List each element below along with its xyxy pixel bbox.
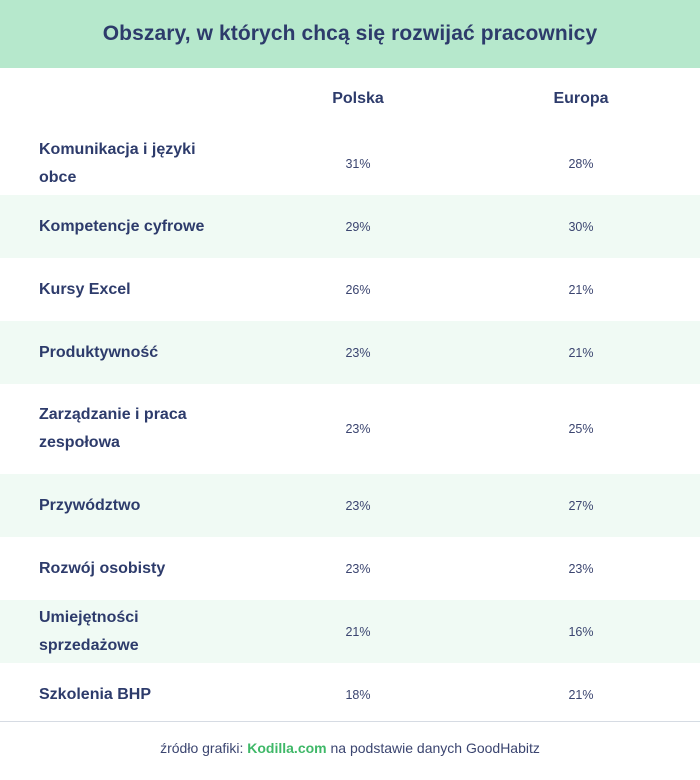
header-banner: Obszary, w których chcą się rozwijać pra… xyxy=(0,0,700,68)
value-polska: 23% xyxy=(345,345,371,360)
value-polska: 26% xyxy=(345,282,371,297)
table-row: Rozwój osobisty 23% 23% xyxy=(0,537,700,600)
value-europa: 16% xyxy=(568,624,594,639)
row-label: Rozwój osobisty xyxy=(39,559,166,577)
value-polska: 29% xyxy=(345,219,371,234)
column-headers: Polska Europa xyxy=(0,68,700,132)
footer-divider xyxy=(0,721,700,722)
value-polska: 23% xyxy=(345,422,371,436)
value-europa: 30% xyxy=(568,219,594,234)
value-europa: 23% xyxy=(568,561,594,576)
column-header-europa: Europa xyxy=(553,90,609,107)
table-row: Przywództwo 23% 27% xyxy=(0,474,700,537)
value-europa: 21% xyxy=(568,687,594,702)
value-europa: 25% xyxy=(568,422,594,436)
source-prefix: źródło grafiki: xyxy=(160,740,248,756)
value-polska: 21% xyxy=(345,624,371,639)
value-polska: 23% xyxy=(345,498,371,513)
chart-title: Obszary, w których chcą się rozwijać pra… xyxy=(102,22,598,45)
value-polska: 31% xyxy=(345,156,371,171)
table-row: Produktywność 23% 21% xyxy=(0,321,700,384)
row-label: Kursy Excel xyxy=(39,280,131,298)
table-row: Szkolenia BHP 18% 21% xyxy=(0,663,700,726)
source-suffix: na podstawie danych GoodHabitz xyxy=(326,740,540,756)
row-label: Komunikacja i języki obce xyxy=(39,140,196,186)
table-row: Zarządzanie i praca zespołowa 23% 25% xyxy=(0,384,700,474)
table-row: Umiejętności sprzedażowe 21% 16% xyxy=(0,600,700,663)
value-polska: 23% xyxy=(345,561,371,576)
value-europa: 21% xyxy=(568,282,594,297)
value-europa: 21% xyxy=(568,345,594,360)
row-label: Przywództwo xyxy=(39,496,141,514)
row-label: Kompetencje cyfrowe xyxy=(39,217,205,235)
table-body: Komunikacja i języki obce 31% 28% Kompet… xyxy=(0,132,700,726)
row-label: Umiejętności sprzedażowe xyxy=(39,608,139,654)
row-label: Produktywność xyxy=(39,343,159,361)
table-row: Kompetencje cyfrowe 29% 30% xyxy=(0,195,700,258)
row-label: Szkolenia BHP xyxy=(39,685,152,703)
value-polska: 18% xyxy=(345,687,371,702)
value-europa: 28% xyxy=(568,156,594,171)
source-footer: źródło grafiki: Kodilla.com na podstawie… xyxy=(0,740,700,756)
table-row: Kursy Excel 26% 21% xyxy=(0,258,700,321)
column-header-polska: Polska xyxy=(332,90,384,107)
table-row: Komunikacja i języki obce 31% 28% xyxy=(0,132,700,195)
value-europa: 27% xyxy=(568,498,594,513)
source-brand-link[interactable]: Kodilla.com xyxy=(247,740,327,756)
row-label: Zarządzanie i praca zespołowa xyxy=(39,406,187,451)
